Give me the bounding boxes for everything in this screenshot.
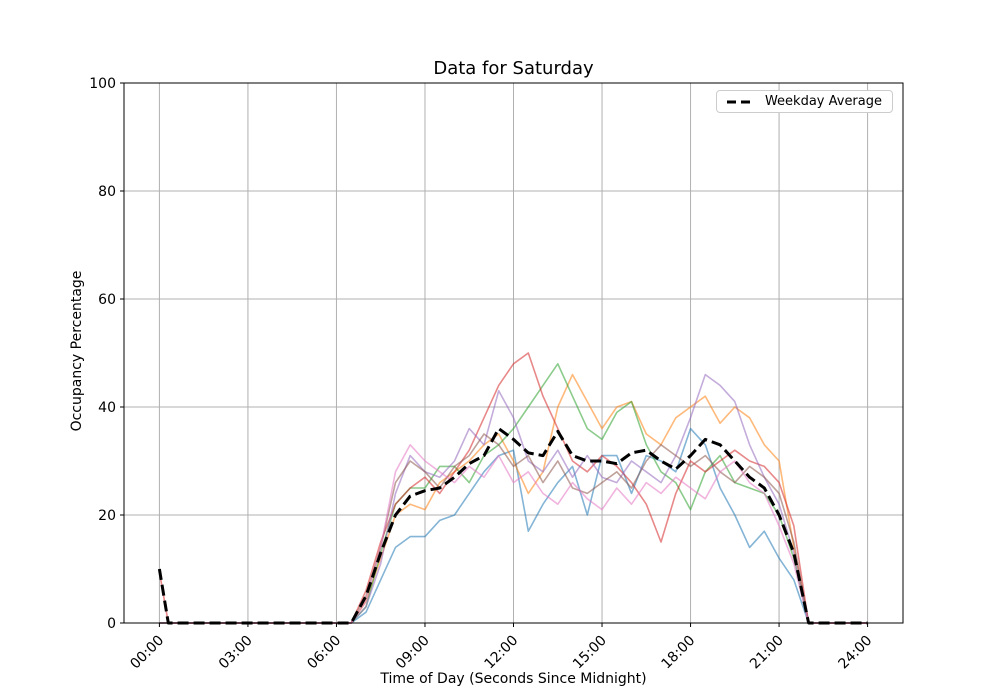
series-line-saturday-trace-pink: [159, 443, 868, 624]
x-tick-label: 21:00: [747, 633, 787, 673]
y-tick-label: 20: [98, 508, 116, 524]
series-line-saturday-trace-green: [159, 362, 868, 624]
y-tick-label: 100: [89, 76, 116, 92]
x-tick-label: 12:00: [481, 633, 521, 673]
legend-dashed-line-sample: [726, 100, 755, 103]
x-tick-label: 03:00: [216, 633, 256, 673]
legend: Weekday Average: [715, 90, 893, 113]
series-line-saturday-trace-orange: [159, 373, 868, 624]
series-line-saturday-trace-purple: [159, 373, 868, 624]
x-tick-label: 06:00: [304, 633, 344, 673]
x-tick-label: 24:00: [836, 633, 876, 673]
series-line-saturday-trace-brown: [159, 433, 868, 624]
x-axis-label: Time of Day (Seconds Since Midnight): [380, 671, 647, 687]
series-line-weekday-average: [157, 427, 868, 625]
y-tick-label: 40: [98, 400, 116, 416]
x-tick-label: 15:00: [570, 633, 610, 673]
legend-label: Weekday Average: [764, 94, 882, 109]
x-tick-label: 09:00: [393, 633, 433, 673]
y-tick-label: 60: [98, 292, 116, 308]
series-line-saturday-trace-blue: [159, 427, 868, 624]
x-tick-label: 00:00: [127, 633, 167, 673]
y-tick-label: 80: [98, 184, 116, 200]
x-tick-label: 18:00: [659, 633, 699, 673]
y-tick-label: 0: [107, 616, 116, 632]
chart-title: Data for Saturday: [433, 58, 594, 79]
